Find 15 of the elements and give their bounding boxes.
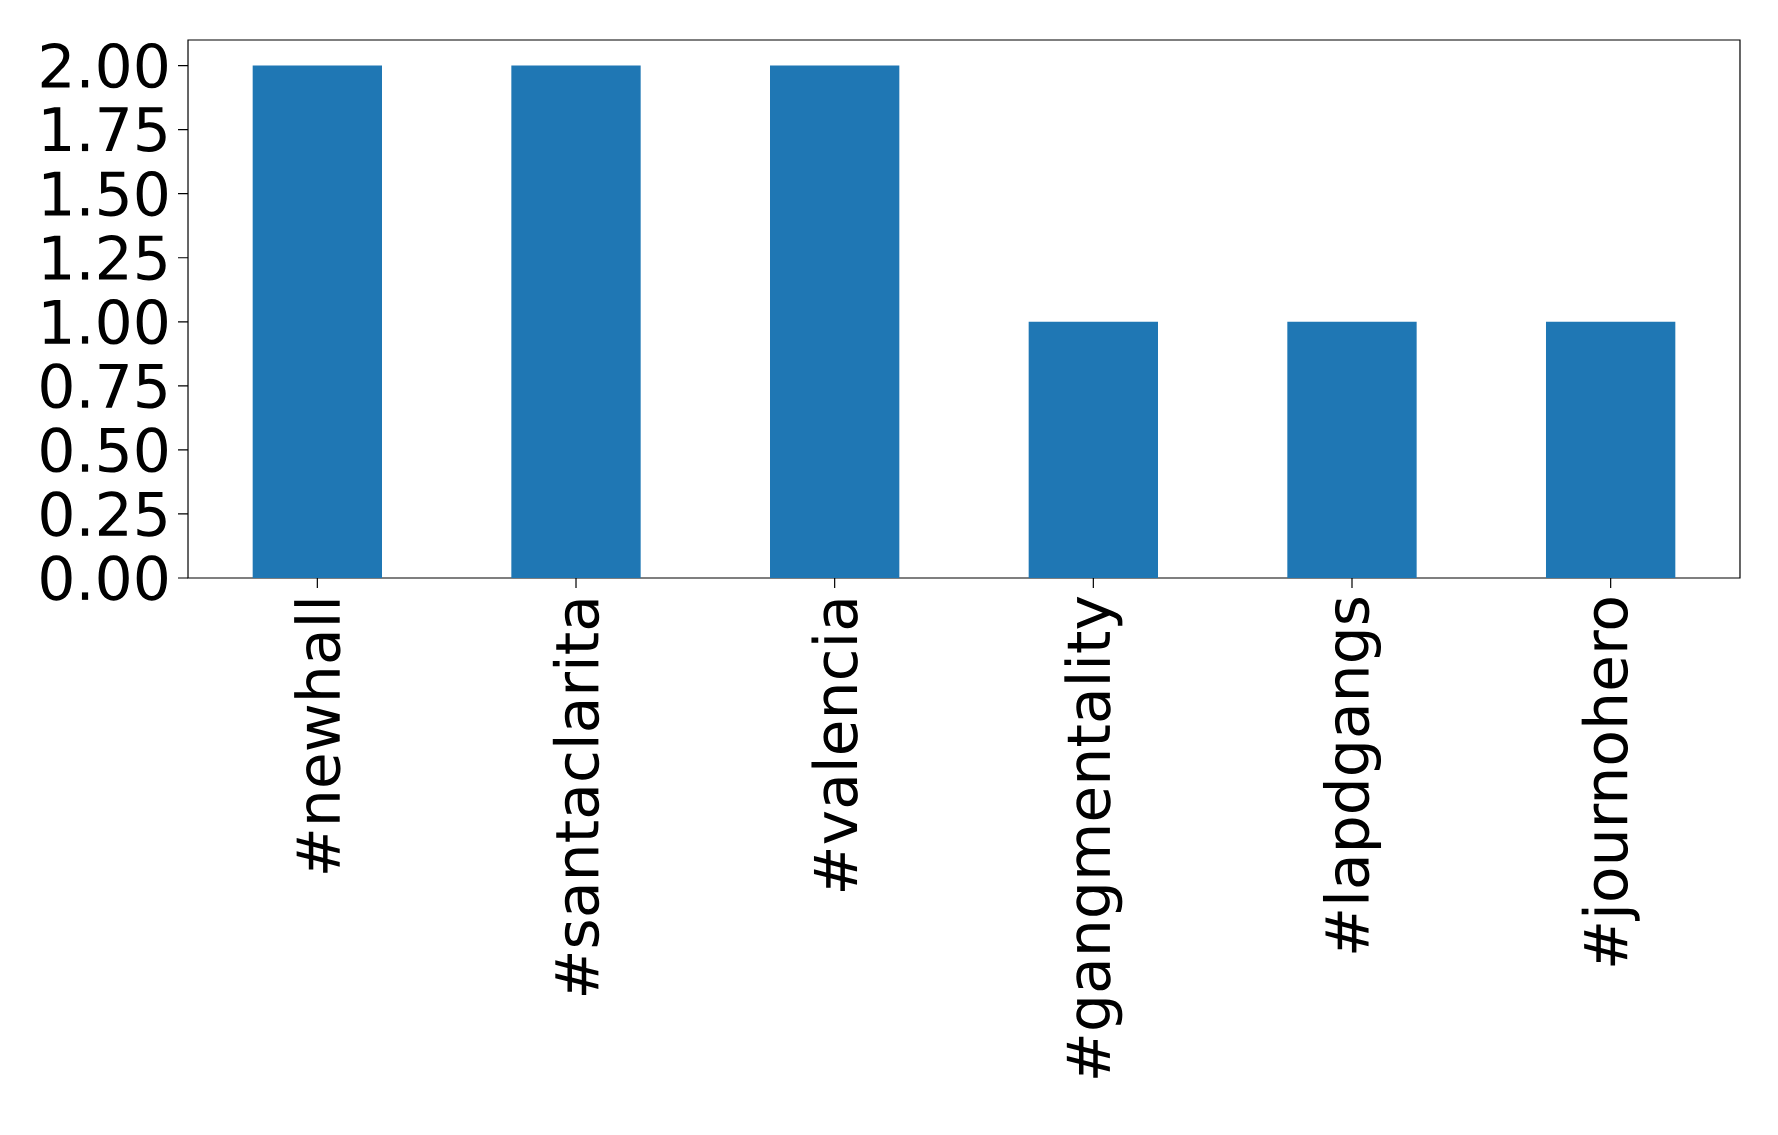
y-tick-label: 1.25 [43,235,166,281]
y-tick-label: 1.75 [43,107,166,152]
y-tick-label: 0.50 [41,427,167,473]
x-tick-label: #valencia [811,600,858,891]
x-tick-label: #santaclarita [552,600,600,996]
y-tick-label: 0.25 [41,491,166,537]
x-tick-label: #lapdgangs [1322,597,1382,953]
x-tick-label: #journohero [1581,598,1640,966]
x-tick-label: #newhall [294,600,341,873]
y-tick-label: 1.00 [43,299,167,345]
y-tick-label: 1.50 [43,171,167,217]
y-tick-label: 0.00 [41,555,167,601]
x-tick-label: #gangmentality [1064,596,1123,1078]
y-tick-label: 2.00 [41,42,167,89]
y-tick-label: 0.75 [41,363,166,409]
